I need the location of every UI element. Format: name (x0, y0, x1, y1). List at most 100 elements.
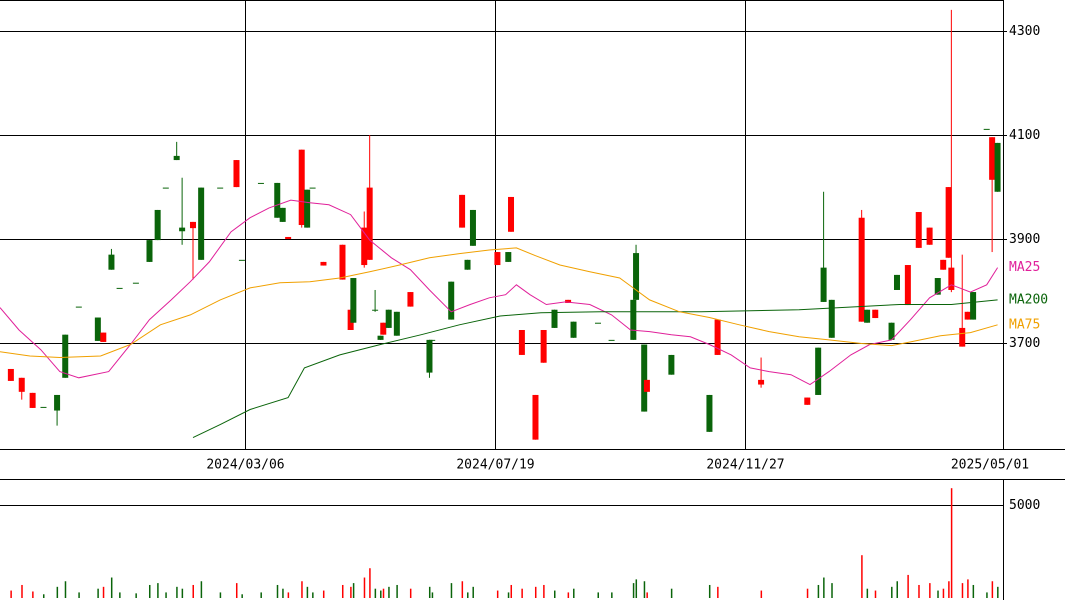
candle-body (116, 287, 123, 289)
volume-bar (10, 590, 12, 598)
candle-body (893, 274, 900, 290)
candle-body (888, 322, 895, 340)
candle-body (983, 128, 990, 130)
volume-bar (521, 588, 523, 598)
volume-bar (78, 592, 80, 598)
candle-body (551, 309, 558, 328)
ma-line (0, 199, 999, 386)
volume-bar (21, 584, 23, 598)
legend-label: MA200 (1009, 292, 1048, 307)
candle-body (994, 142, 1001, 192)
candle-body (304, 189, 311, 228)
candle-body (904, 265, 911, 306)
volume-bar (312, 592, 314, 598)
candle-body (758, 379, 765, 385)
candle-body (320, 261, 327, 266)
volume-bar (948, 581, 950, 598)
volume-bar (972, 584, 975, 598)
candle-body (62, 334, 69, 378)
volume-bar (352, 583, 355, 598)
y-tick-label: 3900 (1009, 232, 1040, 247)
candle-body (714, 319, 721, 355)
volume-bar (369, 568, 371, 598)
volume-bar (866, 588, 869, 598)
volume-bar (282, 588, 284, 598)
candle-body (426, 339, 433, 373)
candle-body (40, 406, 47, 408)
candle-body (915, 212, 922, 248)
ma-line (192, 299, 998, 439)
candle-body (94, 317, 101, 341)
volume-bar (428, 586, 431, 598)
volume-bar (306, 586, 309, 598)
candle-body (643, 379, 650, 392)
candle-body (54, 394, 61, 411)
volume-bar (157, 583, 159, 598)
volume-bar (200, 581, 203, 598)
candle-body (108, 254, 115, 270)
volume-bar (950, 488, 953, 598)
volume-bar (219, 592, 222, 598)
marks (0, 9, 1001, 598)
candle-body (407, 292, 414, 307)
volume-bar (861, 555, 863, 598)
candle-body (508, 196, 515, 232)
candle-body (540, 329, 547, 363)
legend-label: MA25 (1009, 260, 1040, 275)
volume-bar (350, 586, 352, 598)
candle-body (532, 394, 539, 440)
volume-bar (396, 584, 398, 598)
volume-bar (670, 588, 673, 598)
y-tick-label: 5000 (1009, 498, 1040, 513)
candle-body (350, 278, 357, 323)
volume-bar (717, 586, 719, 598)
volume-bar (543, 584, 545, 598)
volume-bar (341, 584, 344, 598)
candle-body (274, 182, 281, 218)
candle-body (100, 332, 107, 342)
candle-body (146, 240, 153, 262)
candle-body (377, 335, 384, 340)
volume-bar (891, 586, 893, 598)
volume-bar (472, 586, 474, 598)
candle-body (233, 160, 240, 188)
candle-body (858, 217, 865, 322)
volume-bar (918, 584, 920, 598)
candle-body (380, 322, 387, 335)
volume-bar (450, 583, 453, 598)
candle-body (706, 394, 713, 432)
candle-body (132, 282, 139, 284)
candle-body (820, 267, 827, 302)
volume-bar (874, 590, 877, 598)
volume-bar (632, 583, 635, 598)
candle-body (179, 227, 186, 232)
x-tick-label: 2024/07/19 (456, 458, 534, 473)
candle-body (945, 187, 952, 258)
volume-bar (467, 592, 469, 598)
candle-body (217, 187, 224, 189)
candle-body (339, 244, 346, 280)
candle-body (518, 329, 525, 355)
candle-body (828, 299, 835, 338)
candle-body (570, 321, 577, 338)
volume-bar (507, 592, 510, 598)
volume-bar (374, 588, 377, 598)
candle-body (970, 292, 977, 320)
volume-bar (301, 581, 303, 598)
ma-line (0, 247, 998, 359)
volume-bar (806, 588, 809, 598)
volume-bar (554, 590, 556, 598)
candle-body (257, 182, 264, 184)
volume-bar (32, 591, 34, 598)
volume-bar (148, 584, 151, 598)
volume-bar (64, 581, 67, 598)
y-tick-label: 3700 (1009, 336, 1040, 351)
volume-bar (409, 588, 412, 598)
candle-body (964, 311, 971, 320)
candle-body (385, 309, 392, 328)
volume-bar (611, 592, 613, 598)
volume-bar (831, 583, 833, 598)
labels: 3700 3900 4100 4300 2024/03/06 2024/07/19 2024… (206, 24, 1048, 513)
volume-bar (235, 583, 238, 598)
